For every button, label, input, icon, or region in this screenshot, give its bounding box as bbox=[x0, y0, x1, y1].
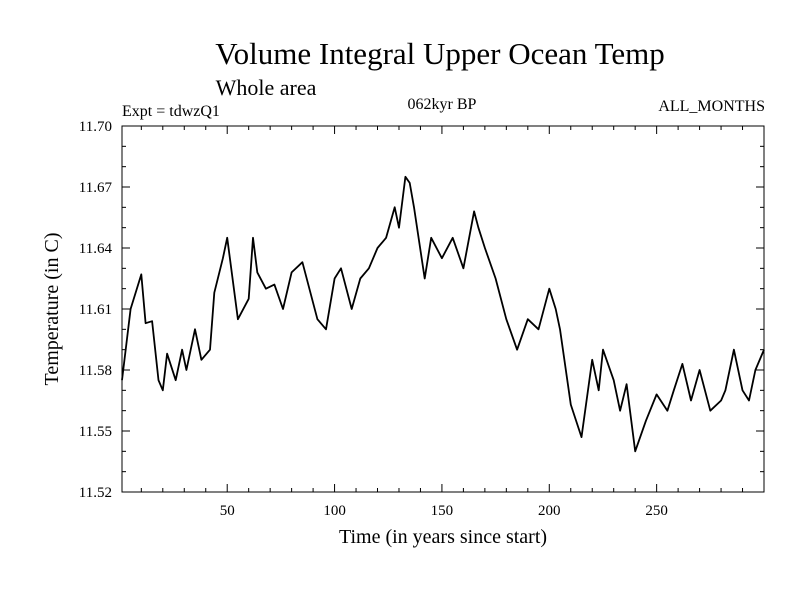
x-tick-label: 200 bbox=[538, 503, 561, 519]
y-tick-label: 11.55 bbox=[79, 424, 112, 440]
y-tick-label: 11.70 bbox=[79, 119, 112, 135]
series-group bbox=[121, 175, 765, 453]
y-axis-label: Temperature (in C) bbox=[41, 233, 63, 386]
y-tick-label: 11.52 bbox=[79, 485, 112, 501]
x-tick-label: 250 bbox=[645, 503, 668, 519]
axes bbox=[121, 125, 765, 493]
chart-subtitle: Whole area bbox=[216, 75, 317, 100]
y-tick-label: 11.58 bbox=[79, 363, 112, 379]
y-tick-label: 11.64 bbox=[79, 241, 113, 257]
x-tick-label: 50 bbox=[220, 503, 235, 519]
y-axis-ticks: 11.52 11.55 11.58 11.61 11.64 11.67 11.70 bbox=[79, 119, 764, 501]
x-axis-label: Time (in years since start) bbox=[339, 526, 547, 548]
y-tick-label: 11.61 bbox=[79, 302, 112, 318]
x-tick-label: 150 bbox=[431, 503, 454, 519]
months-label: ALL_MONTHS bbox=[658, 98, 765, 115]
experiment-label: Expt = tdwzQ1 bbox=[122, 103, 220, 120]
plot-frame bbox=[121, 125, 765, 493]
chart-title: Volume Integral Upper Ocean Temp bbox=[215, 36, 665, 71]
series-line bbox=[121, 175, 765, 453]
x-tick-label: 100 bbox=[323, 503, 346, 519]
period-label: 062kyr BP bbox=[408, 96, 477, 113]
x-axis-ticks: 50 100 150 200 250 bbox=[140, 126, 744, 519]
y-tick-label: 11.67 bbox=[79, 180, 113, 196]
